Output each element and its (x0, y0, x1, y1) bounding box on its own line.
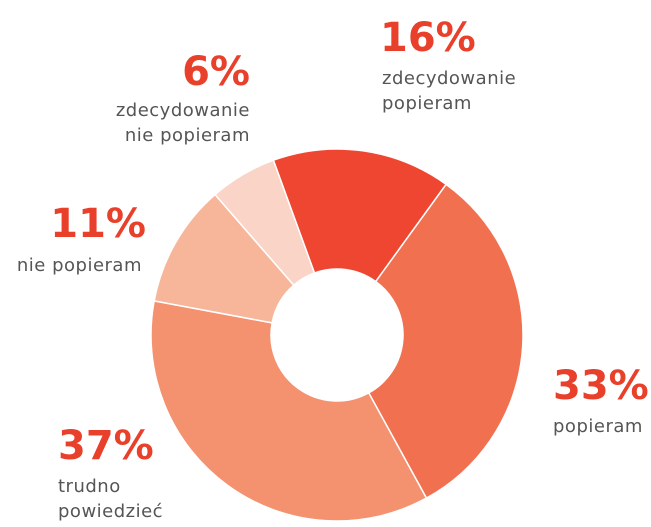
category-label: zdecydowanie popieram (382, 68, 517, 114)
value-label: 33% (553, 363, 649, 409)
slice (213, 159, 316, 287)
slice (272, 148, 448, 283)
slice (150, 299, 428, 522)
value-label: 11% (50, 201, 146, 247)
slice (367, 183, 524, 500)
value-label: 16% (380, 15, 476, 61)
category-label: trudno powiedzieć (58, 476, 164, 522)
category-label: nie popieram (16, 255, 142, 276)
category-label: zdecydowanie nie popieram (115, 100, 250, 146)
value-label: 37% (58, 423, 154, 469)
value-label: 6% (182, 49, 250, 95)
category-label: popieram (553, 416, 643, 437)
